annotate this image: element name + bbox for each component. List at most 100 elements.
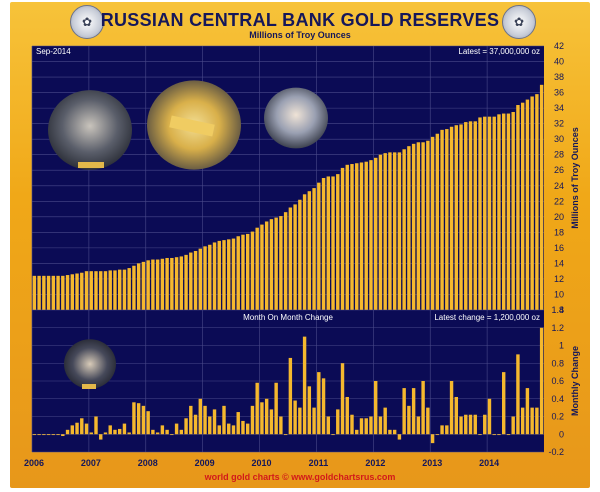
y-tick-label: 38 (554, 72, 564, 82)
bar (525, 99, 530, 310)
y-axis-label: Millions of Troy Ounces (570, 127, 580, 229)
bar (464, 122, 468, 310)
bar (302, 336, 307, 435)
bar (250, 231, 255, 310)
x-tick-label: 2011 (309, 458, 329, 468)
bar (80, 272, 84, 310)
bar (288, 357, 293, 435)
bar (56, 434, 60, 436)
bar (501, 372, 506, 435)
bar (307, 386, 312, 435)
bar (407, 405, 411, 435)
x-tick-label: 2009 (195, 458, 215, 468)
chart-title: RUSSIAN CENTRAL BANK GOLD RESERVES (100, 10, 500, 30)
bar (146, 411, 150, 435)
bar (32, 275, 37, 310)
bar (520, 407, 525, 435)
bar (416, 416, 421, 435)
bar (411, 388, 416, 435)
bar (260, 402, 264, 435)
bar (459, 416, 463, 435)
bottom-plot-area: -0.2 0 0.2 0.4 0.6 0.8 1 1.2 1.4 Monthly Change Mo… (31, 305, 580, 457)
bar (217, 240, 221, 310)
y-tick-label: 0.2 (551, 412, 564, 422)
y-tick-label: 20 (554, 212, 564, 222)
bar (373, 157, 378, 310)
bar (179, 256, 184, 310)
bar (392, 152, 397, 310)
bar (208, 416, 212, 435)
bar (65, 275, 70, 310)
bar (174, 257, 179, 310)
y-tick-label: 0 (559, 429, 564, 439)
bar (430, 136, 435, 310)
bar (430, 434, 435, 444)
bar (483, 414, 487, 435)
bar (193, 414, 198, 435)
bar (141, 261, 146, 310)
bar (411, 143, 416, 310)
bar (241, 420, 245, 435)
bar (103, 432, 108, 435)
bar (530, 407, 534, 435)
bar (364, 161, 368, 310)
bar (317, 182, 321, 310)
bar (189, 405, 193, 435)
bar (440, 425, 444, 435)
bar (511, 112, 515, 310)
bar (274, 217, 278, 310)
bar (298, 407, 302, 435)
bar (283, 434, 288, 436)
bar (122, 423, 127, 435)
x-tick-label: 2008 (138, 458, 158, 468)
bar (535, 94, 539, 310)
bar (506, 113, 511, 310)
bar (350, 414, 354, 435)
bar (51, 275, 56, 310)
bar (274, 382, 278, 435)
bar (449, 381, 454, 435)
bar (141, 405, 146, 435)
bar (388, 429, 392, 435)
bar (245, 423, 250, 435)
bar (146, 260, 150, 310)
bar (397, 152, 402, 310)
y-tick-label: 10 (554, 289, 564, 299)
bar (189, 252, 193, 310)
bar (388, 152, 392, 310)
bar (331, 176, 335, 310)
y-tick-label: 0.6 (551, 376, 564, 386)
bar (170, 257, 174, 310)
bar (94, 416, 98, 435)
gold-bar-icon (78, 162, 104, 168)
bar (336, 409, 340, 435)
bar (506, 434, 511, 436)
x-axis: 2006 2007 2008 2009 2010 2011 2012 2013 2014 (24, 458, 499, 468)
bar (288, 207, 293, 310)
bar (136, 403, 141, 435)
bar (525, 388, 530, 435)
y-axis-label: Monthly Change (570, 346, 580, 416)
bank-of-russia-seal-icon: ✿ (502, 5, 536, 39)
bar (359, 162, 364, 310)
bar (42, 275, 46, 310)
bar (132, 265, 136, 310)
bar (497, 434, 501, 436)
bar (56, 275, 60, 310)
bar (99, 434, 103, 440)
bar (179, 429, 184, 435)
bar (193, 250, 198, 310)
bar (283, 212, 288, 310)
bar (293, 204, 297, 310)
chart-frame: ✿ RUSSIAN CENTRAL BANK GOLD RESERVES Mil… (10, 2, 590, 488)
bar (402, 388, 406, 435)
bar (416, 142, 421, 310)
bar (89, 271, 93, 310)
bar (260, 224, 264, 310)
bar (103, 271, 108, 310)
y-tick-label: 42 (554, 41, 564, 51)
bar (402, 149, 406, 310)
bar (326, 176, 331, 310)
bar (478, 434, 482, 436)
bank-of-russia-seal-icon: ✿ (70, 5, 104, 39)
